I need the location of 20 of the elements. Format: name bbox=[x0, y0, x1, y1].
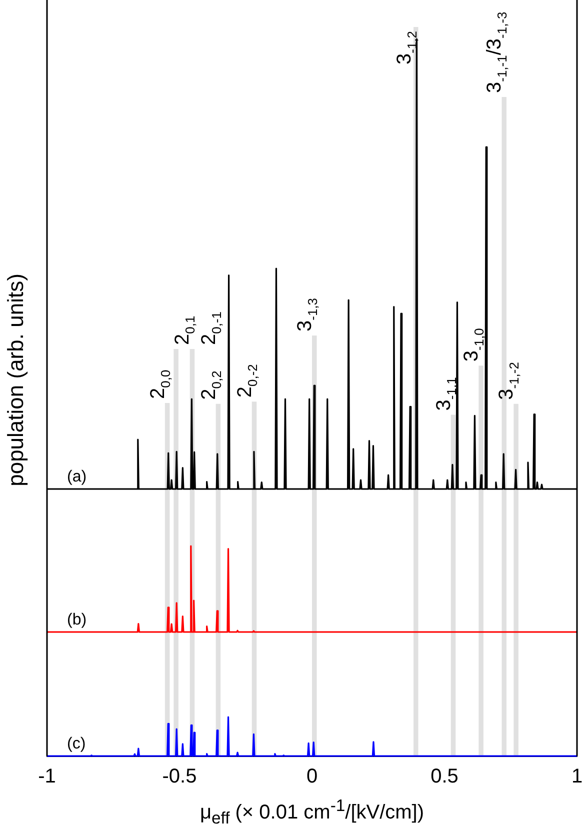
band-label: 20,1 bbox=[172, 316, 198, 345]
band-label: 3-1,-1/3-1,-3 bbox=[484, 12, 510, 93]
x-tick-label: -1 bbox=[38, 766, 56, 788]
band-label: 3-1,3 bbox=[294, 298, 320, 332]
x-tick-label: 1 bbox=[571, 766, 583, 788]
x-tick-label: -0.5 bbox=[162, 766, 197, 788]
band-label: 20,0 bbox=[146, 370, 173, 399]
series-label: (b) bbox=[67, 611, 87, 628]
x-axis-title: μ$_{eff}$ (× 0.01 cm$^{-1}$/[kV/cm]) bbox=[198, 796, 426, 829]
band-label: 3-1,0 bbox=[460, 328, 487, 362]
x-tick-label: 0.5 bbox=[430, 766, 458, 788]
band-label: 3-1,-2 bbox=[496, 362, 522, 400]
series-label: (a) bbox=[67, 468, 87, 486]
band-label: 20,-2 bbox=[234, 364, 260, 398]
band-label: 20,-1 bbox=[198, 311, 224, 345]
y-axis-title: population (arb. units) bbox=[3, 274, 29, 486]
x-tick-label: 0 bbox=[306, 766, 318, 788]
band-label: 3-1,1 bbox=[432, 377, 459, 411]
band-label: 20,2 bbox=[198, 370, 224, 400]
series-label: (c) bbox=[67, 735, 86, 752]
